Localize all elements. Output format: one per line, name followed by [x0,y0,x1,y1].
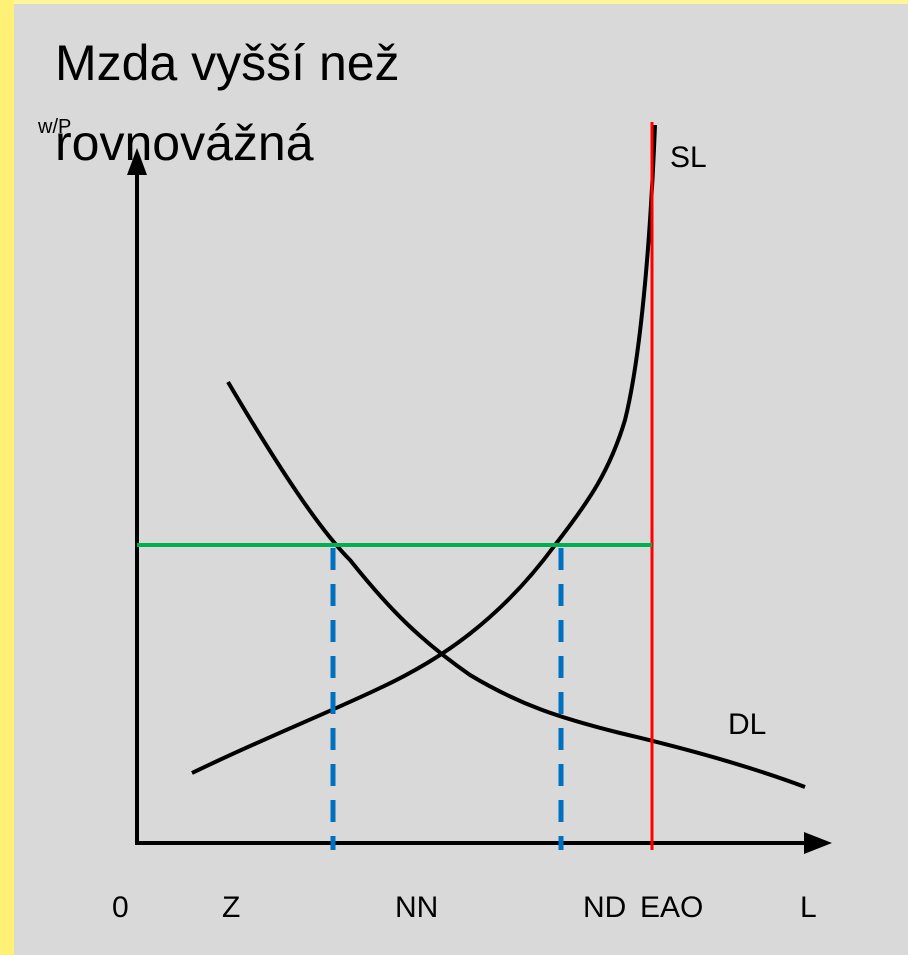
x-axis-label: L [800,891,817,924]
x-label: ND [583,891,627,924]
x-label: EAO [640,891,704,924]
origin-label: 0 [112,891,129,924]
title-line: rovnovážná [55,115,314,171]
x-label: NN [395,891,439,924]
demand-curve [226,380,806,789]
y-axis-label: w/P [38,116,72,138]
x-axis-arrow [804,832,832,854]
y-axis-arrow [127,148,147,175]
background [14,4,908,955]
title-line: Mzda vyšší než [55,35,400,91]
left-border [0,0,14,955]
top-border [0,0,908,4]
x-label: Z [222,891,241,924]
curve-label: DL [728,708,767,741]
curve-label: SL [670,141,707,174]
